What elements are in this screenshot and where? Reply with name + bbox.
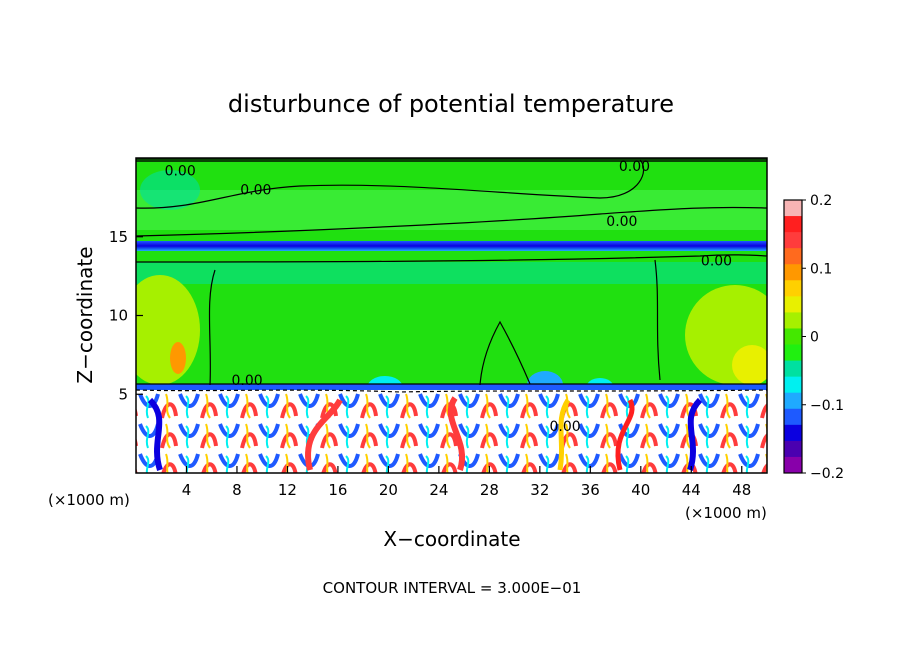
colorbar-swatch [784, 376, 802, 394]
chart-title: disturbunce of potential temperature [228, 90, 674, 118]
x-tick-label: 8 [232, 481, 242, 499]
contour-label: 0.00 [619, 159, 650, 175]
cyan-green-band [136, 262, 767, 284]
colorbar-swatch [784, 248, 802, 265]
x-tick-label: 40 [631, 481, 650, 499]
colorbar: 0.2 0.1 0 −0.1 −0.2 [783, 193, 844, 482]
contour-label: 0.00 [606, 214, 637, 230]
contour-labels: 0.00 0.00 0.00 0.00 0.00 0.00 0.00 [165, 159, 733, 435]
colorbar-tick-label: −0.2 [810, 466, 844, 482]
plume-red-3 [615, 398, 635, 471]
colorbar-swatch [784, 200, 802, 217]
y-tick-label: 5 [118, 385, 128, 403]
contour-lines [136, 159, 767, 393]
cool-patch-upper-left [140, 170, 200, 210]
x-tick-label: 36 [581, 481, 600, 499]
contour-interval-footer: CONTOUR INTERVAL = 3.000E−01 [323, 579, 582, 597]
colorbar-swatch [784, 328, 802, 346]
colorbar-tick-label: 0 [810, 330, 819, 346]
x-tick-label: 32 [530, 481, 549, 499]
colorbar-tick-label: −0.1 [810, 398, 844, 414]
warm-region-left [136, 275, 200, 385]
colorbar-swatch [784, 360, 802, 378]
contour-label: 0.00 [701, 253, 732, 269]
colorbar-tick-label: 0.1 [810, 261, 832, 277]
colorbar-tick-label: 0.2 [810, 193, 832, 209]
colorbar-swatch [784, 216, 802, 233]
x-tick-label: 12 [278, 481, 297, 499]
heatmap-field [136, 158, 767, 473]
x-axis-ticks: 4 8 12 16 20 24 28 32 36 40 44 48 [182, 466, 751, 499]
contour-label: 0.00 [165, 164, 196, 180]
colorbar-swatch [784, 312, 802, 329]
x-tick-label: 24 [429, 481, 448, 499]
colorbar-swatch [784, 264, 802, 281]
top-hatch [136, 158, 767, 162]
x-unit-label: (×1000 m) [685, 504, 767, 522]
warm-core-left [170, 342, 186, 374]
warm-core-right [732, 345, 767, 385]
x-axis-label: X−coordinate [383, 527, 520, 551]
plume-red-2 [447, 396, 465, 471]
x-tick-label: 20 [379, 481, 398, 499]
blue-band [136, 241, 767, 251]
plume-red-1 [305, 398, 343, 471]
colorbar-swatch [784, 424, 802, 442]
y-axis-label: Z−coordinate [73, 246, 97, 383]
x-tick-label: 48 [732, 481, 751, 499]
x-tick-label: 28 [480, 481, 499, 499]
contour-label: 0.00 [240, 183, 271, 199]
colorbar-swatch [784, 408, 802, 426]
contour-label: 0.00 [549, 419, 580, 435]
y-axis-ticks: 5 10 15 [109, 228, 143, 403]
colorbar-swatch [784, 280, 802, 297]
x-tick-label: 16 [328, 481, 347, 499]
plume-yellow [557, 398, 571, 471]
x-tick-label: 4 [182, 481, 192, 499]
interface-band [136, 384, 767, 390]
y-tick-label: 10 [109, 307, 128, 325]
colorbar-swatch [784, 296, 802, 313]
colorbar-swatch [784, 392, 802, 410]
y-tick-label: 15 [109, 228, 128, 246]
z-unit-label: (×1000 m) [48, 491, 130, 509]
plume-blue-1 [147, 397, 163, 471]
colorbar-swatch [784, 456, 802, 474]
colorbar-swatch [784, 232, 802, 249]
colorbar-swatch [784, 344, 802, 362]
plume-blue-2 [687, 397, 703, 471]
contour-label: 0.00 [231, 373, 262, 389]
colorbar-swatch [784, 440, 802, 458]
x-tick-label: 44 [682, 481, 701, 499]
